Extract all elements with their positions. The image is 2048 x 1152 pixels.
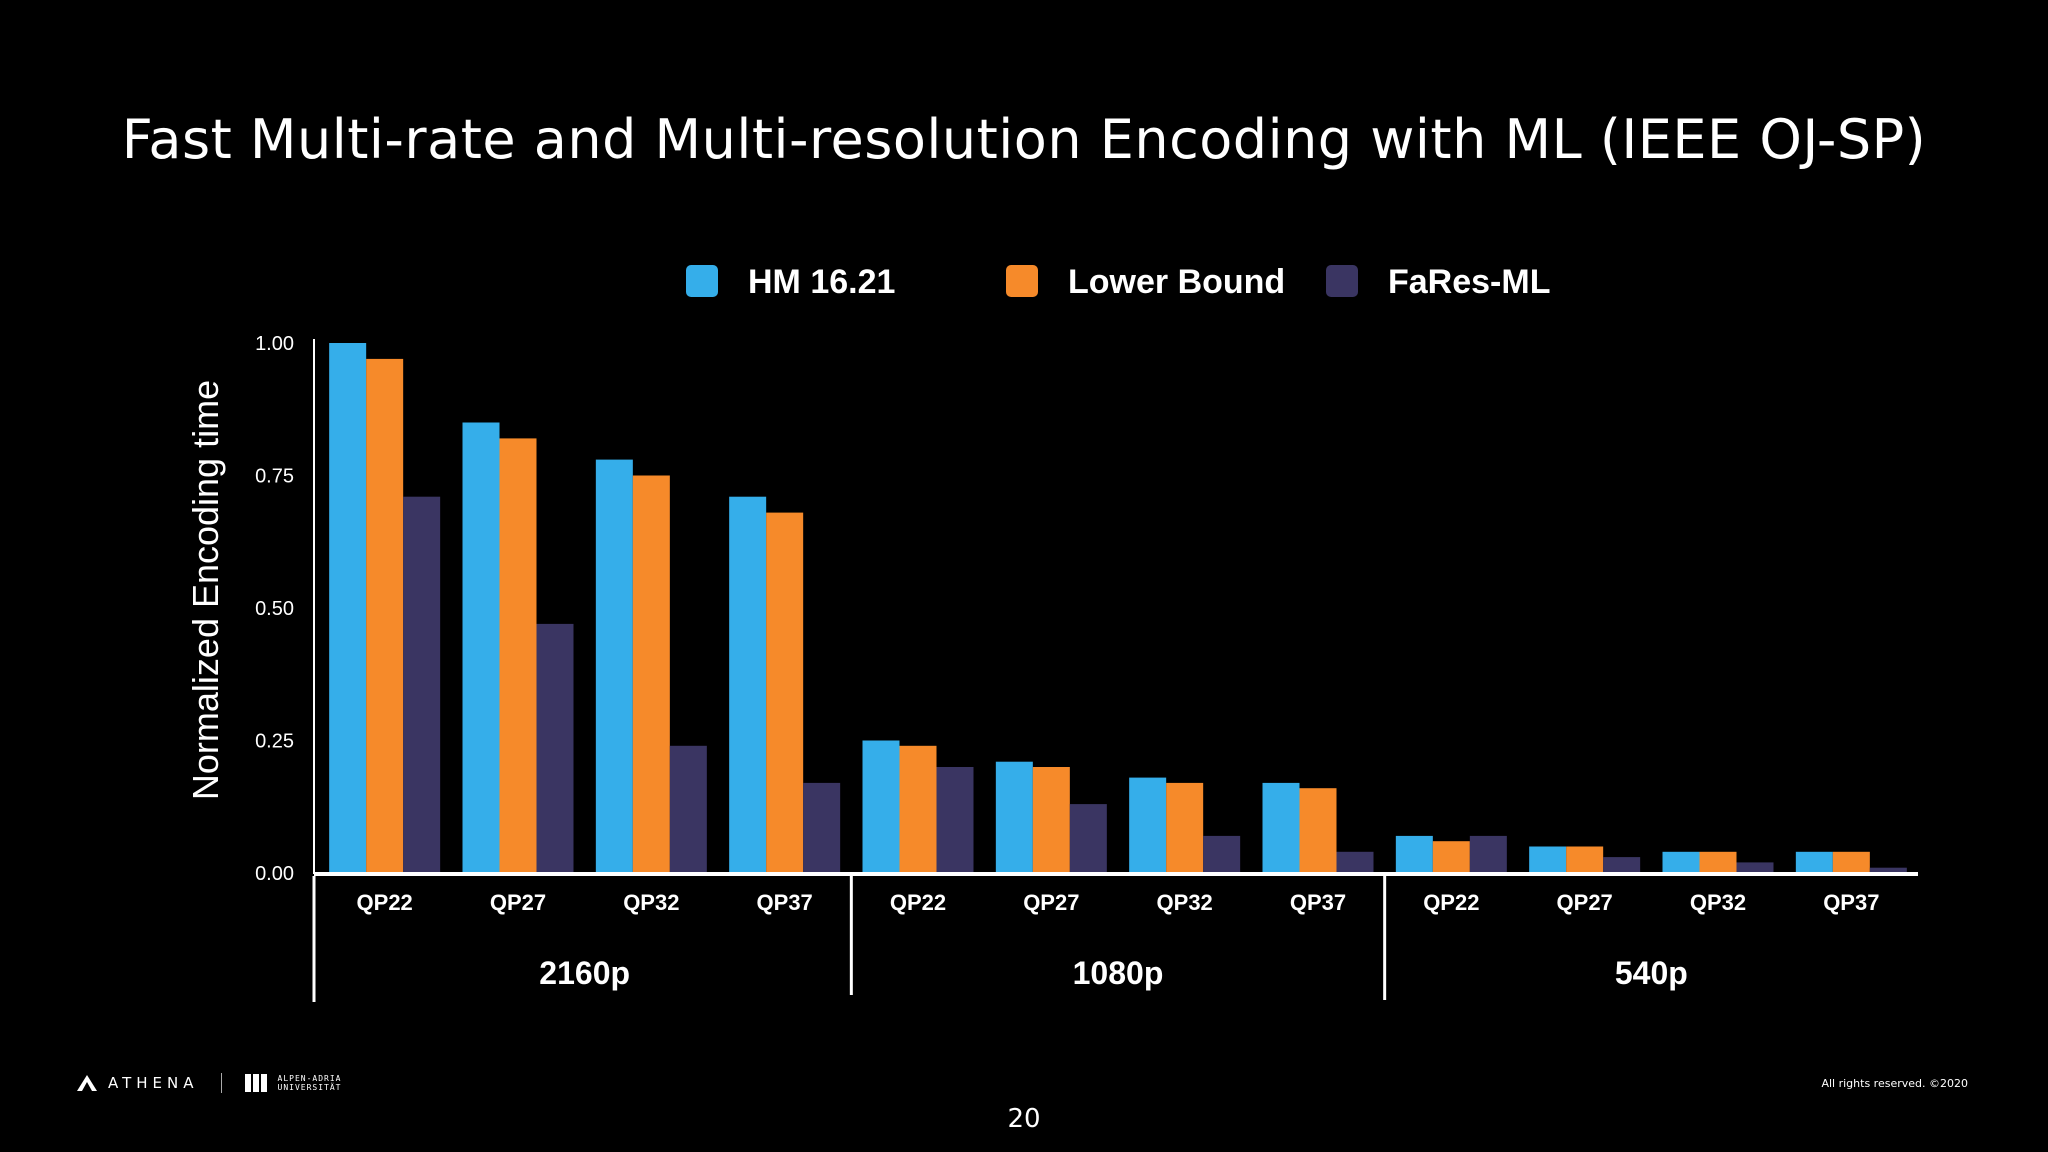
- y-tick-label: 0.25: [255, 731, 294, 753]
- legend-label-1: Lower Bound: [1068, 263, 1285, 301]
- bar-0-6: [1129, 777, 1167, 873]
- chart-axes: [312, 339, 1918, 1002]
- logo-divider: [220, 1073, 222, 1093]
- legend-label-2: FaRes-ML: [1388, 263, 1550, 301]
- x-category-label: QP32: [1157, 890, 1213, 915]
- bar-0-11: [1795, 851, 1833, 873]
- x-category-label: QP22: [357, 890, 413, 915]
- bar-1-0: [366, 358, 404, 873]
- y-axis-ticks: 0.00 0.25 0.50 0.75 1.00: [255, 333, 294, 885]
- x-category-label: QP37: [1290, 890, 1346, 915]
- chart-bars: [329, 343, 1907, 873]
- x-category-label: QP22: [890, 890, 946, 915]
- bar-2-0: [403, 496, 441, 873]
- university-logo-text: ALPEN-ADRIA UNIVERSITÄT: [278, 1074, 342, 1092]
- bar-0-3: [729, 496, 767, 873]
- bar-1-9: [1566, 846, 1604, 873]
- bar-0-10: [1662, 851, 1700, 873]
- bar-2-5: [1069, 804, 1107, 873]
- y-tick-label: 0.75: [255, 466, 294, 488]
- x-axis-groups: 2160p 1080p 540p: [539, 955, 1688, 991]
- bar-2-3: [803, 782, 841, 873]
- bar-0-1: [462, 422, 500, 873]
- legend-swatch-2: [1326, 265, 1358, 297]
- x-category-label: QP37: [1823, 890, 1879, 915]
- bar-0-4: [862, 740, 900, 873]
- bar-1-8: [1432, 841, 1470, 873]
- x-group-label: 2160p: [539, 955, 630, 991]
- bar-2-9: [1603, 857, 1641, 873]
- bar-1-1: [499, 438, 537, 873]
- copyright-notice: All rights reserved. ©2020: [1821, 1077, 1968, 1090]
- bar-0-9: [1529, 846, 1567, 873]
- bar-1-2: [632, 475, 670, 873]
- bar-0-8: [1395, 835, 1433, 873]
- legend-label-0: HM 16.21: [748, 263, 895, 301]
- y-tick-label: 1.00: [255, 333, 294, 355]
- athena-logo-text: ATHENA: [108, 1074, 199, 1092]
- footer-logos: ATHENA ALPEN-ADRIA UNIVERSITÄT: [76, 1072, 341, 1094]
- x-group-label: 1080p: [1073, 955, 1164, 991]
- x-category-label: QP37: [757, 890, 813, 915]
- bar-2-10: [1736, 862, 1774, 873]
- y-axis-label: Normalized Encoding time: [185, 380, 226, 800]
- page-number: 20: [1007, 1104, 1041, 1134]
- x-category-label: QP32: [623, 890, 679, 915]
- slide-title: Fast Multi-rate and Multi-resolution Enc…: [121, 108, 1927, 171]
- bar-1-4: [899, 745, 937, 873]
- university-line-2: UNIVERSITÄT: [277, 1083, 342, 1092]
- bar-0-7: [1262, 782, 1300, 873]
- y-tick-label: 0.00: [255, 863, 294, 885]
- bar-1-6: [1166, 782, 1204, 873]
- x-category-label: QP27: [490, 890, 546, 915]
- y-tick-label: 0.50: [255, 598, 294, 620]
- bar-1-10: [1699, 851, 1737, 873]
- x-category-label: QP27: [1023, 890, 1079, 915]
- bar-0-0: [329, 343, 367, 873]
- legend-swatch-0: [686, 265, 718, 297]
- bar-1-11: [1832, 851, 1870, 873]
- bar-2-2: [669, 745, 707, 873]
- bar-2-1: [536, 623, 574, 873]
- university-line-1: ALPEN-ADRIA: [277, 1074, 342, 1083]
- x-axis-categories: QP22 QP27 QP32 QP37 QP22 QP27 QP32 QP37 QP22 QP27…: [357, 890, 1880, 915]
- bar-2-7: [1336, 851, 1374, 873]
- bar-2-8: [1469, 835, 1507, 873]
- bar-1-5: [1032, 767, 1070, 873]
- university-logo-icon: [244, 1074, 267, 1092]
- bar-1-7: [1299, 788, 1337, 873]
- bar-0-5: [995, 761, 1033, 873]
- bar-0-2: [595, 459, 633, 873]
- x-group-label: 540p: [1615, 955, 1688, 991]
- bar-1-3: [766, 512, 804, 873]
- legend-swatch-1: [1006, 265, 1038, 297]
- x-category-label: QP27: [1557, 890, 1613, 915]
- bar-2-4: [936, 767, 974, 873]
- x-category-label: QP22: [1423, 890, 1479, 915]
- chart-legend: HM 16.21 Lower Bound FaRes-ML: [686, 263, 1550, 301]
- athena-logo-icon: [77, 1075, 97, 1091]
- x-category-label: QP32: [1690, 890, 1746, 915]
- bar-2-6: [1203, 835, 1241, 873]
- bar-2-11: [1869, 867, 1907, 873]
